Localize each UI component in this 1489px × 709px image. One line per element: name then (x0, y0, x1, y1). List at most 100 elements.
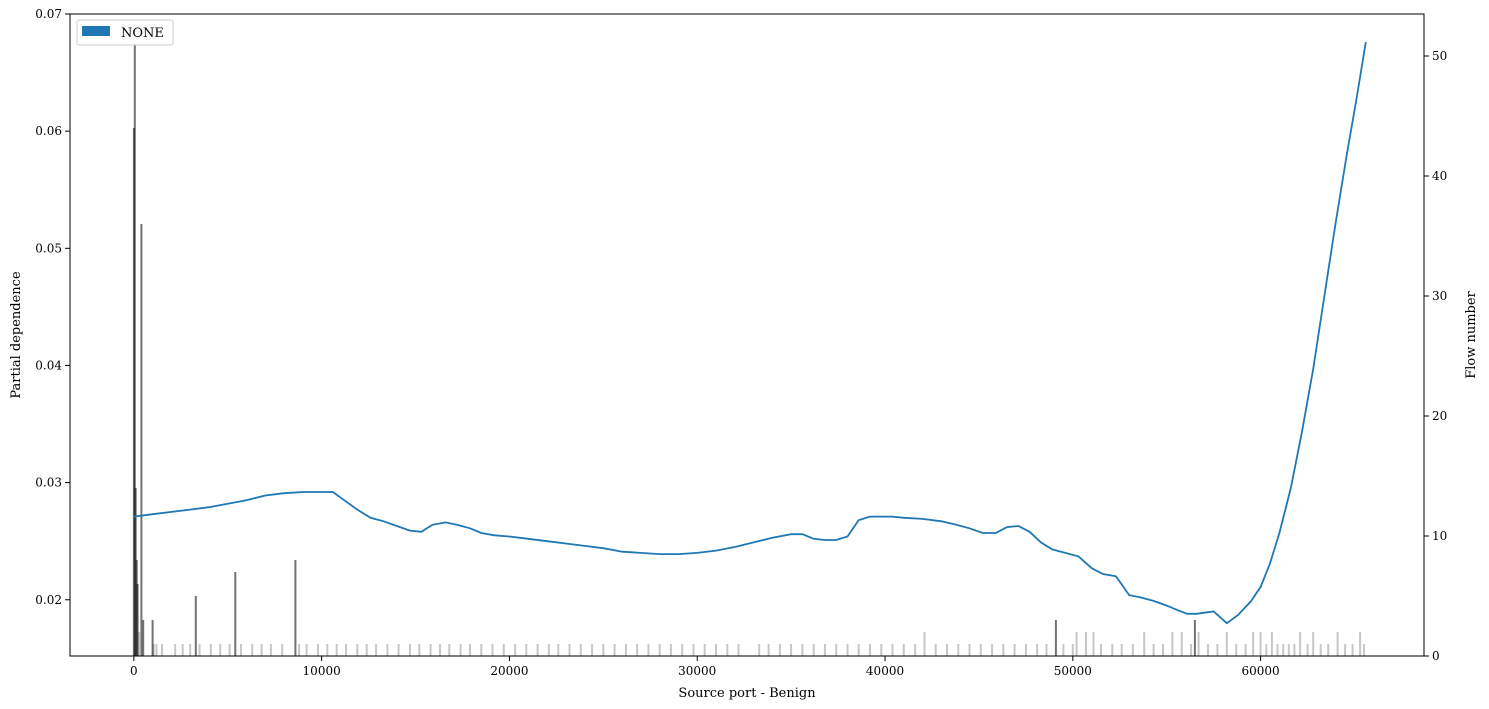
flow-bar (1036, 644, 1039, 656)
flow-bar (386, 644, 389, 656)
flow-bar (1293, 644, 1296, 656)
flow-bar (439, 644, 441, 656)
flow-bar (1152, 644, 1155, 656)
flow-bar (152, 644, 155, 656)
flow-bar (891, 644, 894, 656)
flow-bar (1207, 644, 1209, 656)
flow-bar (923, 632, 926, 656)
flow-bar (1336, 632, 1339, 656)
flow-bar (281, 644, 284, 656)
flow-bar (375, 644, 378, 656)
flow-bar (239, 644, 242, 656)
flow-bar (737, 644, 740, 656)
flow-bar (155, 644, 158, 656)
y-tick-label: 0.06 (35, 124, 62, 138)
flow-bar (758, 644, 761, 656)
flow-bar (1265, 644, 1268, 656)
flow-bar (1171, 632, 1174, 656)
flow-bar (174, 644, 177, 656)
flow-bar (846, 644, 849, 656)
flow-bar (1351, 644, 1354, 656)
x-axis-label: Source port - Benign (678, 686, 816, 701)
flow-bar (1359, 632, 1362, 656)
y2-tick-label: 50 (1432, 49, 1447, 63)
flow-bar (726, 644, 729, 656)
flow-bar (658, 644, 661, 656)
flow-bar (198, 644, 201, 656)
flow-bar (305, 644, 308, 656)
flow-bar (812, 644, 815, 656)
flow-bar (1054, 620, 1057, 656)
flow-bar (1252, 632, 1255, 656)
flow-bar (968, 644, 971, 656)
axes: 0 10000 20000 30000 40000 50000 60000 0.02 0.03 0… (35, 7, 1447, 678)
flow-bar (1244, 644, 1247, 656)
flow-bar (459, 644, 462, 656)
flow-bar (408, 644, 411, 656)
y-tick-label: 0.07 (35, 7, 62, 21)
flow-bar (1111, 644, 1114, 656)
y-tick-label: 0.02 (35, 593, 62, 607)
flow-bar (669, 644, 672, 656)
flow-bar (835, 644, 838, 656)
flow-bar (397, 644, 400, 656)
flow-bar (502, 644, 505, 656)
flow-bar (1162, 644, 1164, 656)
legend-swatch (82, 26, 110, 36)
flow-bar (801, 644, 804, 656)
flow-bar (219, 644, 222, 656)
flow-bar (957, 644, 960, 656)
flow-bar (1306, 644, 1309, 656)
flow-bar (880, 644, 883, 656)
flow-bar (624, 644, 627, 656)
flow-bar (365, 644, 368, 656)
flow-bar (1071, 644, 1074, 656)
flow-bar (767, 644, 770, 656)
flow-bar (480, 644, 483, 656)
flow-bar (568, 644, 571, 656)
flow-bar (161, 644, 163, 656)
flow-bar (536, 644, 539, 656)
flow-bar (418, 644, 421, 656)
flow-bar (1235, 644, 1238, 656)
flow-bar (335, 644, 338, 656)
flow-bar (1276, 644, 1279, 656)
flow-bar (1282, 644, 1285, 656)
y2-tick-label: 0 (1432, 649, 1440, 663)
flow-bar (579, 644, 582, 656)
x-tick-label: 50000 (1054, 664, 1092, 678)
flow-bar (547, 644, 550, 656)
flow-bar (613, 644, 616, 656)
flow-bar (1197, 632, 1200, 656)
flow-bar (991, 644, 994, 656)
flow-histogram (132, 44, 1365, 656)
flow-bar (1024, 644, 1027, 656)
flow-bar (647, 644, 650, 656)
flow-bar (823, 644, 826, 656)
flow-bar (636, 644, 639, 656)
flow-bar (1270, 632, 1273, 656)
flow-bar (1180, 632, 1183, 656)
flow-bar (136, 584, 139, 656)
flow-bar (1362, 644, 1365, 656)
flow-bar (934, 644, 937, 656)
flow-bar (251, 644, 254, 656)
flow-bar (557, 644, 560, 656)
flow-bar (1287, 644, 1290, 656)
y2-tick-label: 40 (1432, 169, 1447, 183)
flow-bar (715, 644, 717, 656)
flow-bar (189, 644, 192, 656)
y2-axis-label: Flow number (1464, 290, 1479, 378)
flow-bar (1013, 644, 1016, 656)
flow-bar (228, 644, 231, 656)
flow-bar (857, 644, 860, 656)
y-axis-label: Partial dependence (9, 271, 24, 399)
flow-bar (1319, 644, 1322, 656)
y-tick-label: 0.05 (35, 241, 62, 255)
y-tick-label: 0.04 (35, 358, 62, 372)
flow-bar (681, 644, 684, 656)
flow-bar (1259, 632, 1262, 656)
flow-bar (1045, 644, 1048, 656)
y2-tick-label: 30 (1432, 289, 1447, 303)
